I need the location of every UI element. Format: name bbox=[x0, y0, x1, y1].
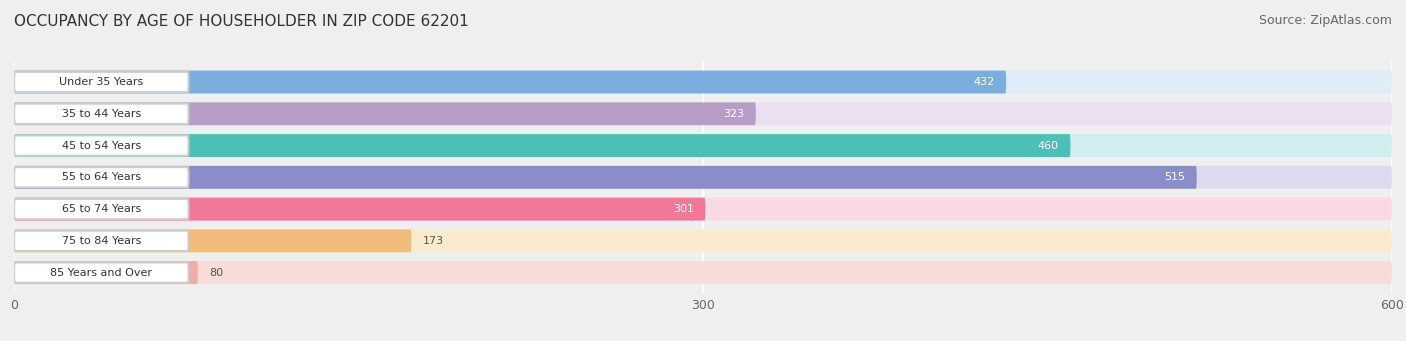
Text: 173: 173 bbox=[423, 236, 444, 246]
Text: 301: 301 bbox=[673, 204, 693, 214]
Text: 515: 515 bbox=[1164, 172, 1185, 182]
Text: 432: 432 bbox=[973, 77, 994, 87]
FancyBboxPatch shape bbox=[14, 261, 1392, 284]
FancyBboxPatch shape bbox=[14, 261, 198, 284]
Text: 75 to 84 Years: 75 to 84 Years bbox=[62, 236, 141, 246]
FancyBboxPatch shape bbox=[14, 102, 1392, 125]
FancyBboxPatch shape bbox=[14, 198, 1392, 221]
FancyBboxPatch shape bbox=[14, 229, 1392, 252]
FancyBboxPatch shape bbox=[14, 198, 706, 221]
FancyBboxPatch shape bbox=[14, 167, 188, 188]
FancyBboxPatch shape bbox=[14, 231, 188, 251]
Text: 323: 323 bbox=[723, 109, 744, 119]
FancyBboxPatch shape bbox=[14, 134, 1070, 157]
FancyBboxPatch shape bbox=[14, 166, 1392, 189]
Text: Under 35 Years: Under 35 Years bbox=[59, 77, 143, 87]
Text: OCCUPANCY BY AGE OF HOUSEHOLDER IN ZIP CODE 62201: OCCUPANCY BY AGE OF HOUSEHOLDER IN ZIP C… bbox=[14, 14, 468, 29]
FancyBboxPatch shape bbox=[14, 199, 188, 219]
Text: 65 to 74 Years: 65 to 74 Years bbox=[62, 204, 141, 214]
FancyBboxPatch shape bbox=[14, 135, 188, 156]
Text: 45 to 54 Years: 45 to 54 Years bbox=[62, 140, 141, 151]
Text: 80: 80 bbox=[209, 268, 224, 278]
FancyBboxPatch shape bbox=[14, 263, 188, 283]
Text: 460: 460 bbox=[1038, 140, 1059, 151]
FancyBboxPatch shape bbox=[14, 229, 412, 252]
Text: 85 Years and Over: 85 Years and Over bbox=[51, 268, 152, 278]
Text: 35 to 44 Years: 35 to 44 Years bbox=[62, 109, 141, 119]
FancyBboxPatch shape bbox=[14, 72, 188, 92]
FancyBboxPatch shape bbox=[14, 71, 1392, 93]
FancyBboxPatch shape bbox=[14, 102, 756, 125]
FancyBboxPatch shape bbox=[14, 71, 1007, 93]
Text: Source: ZipAtlas.com: Source: ZipAtlas.com bbox=[1258, 14, 1392, 27]
FancyBboxPatch shape bbox=[14, 104, 188, 124]
Text: 55 to 64 Years: 55 to 64 Years bbox=[62, 172, 141, 182]
FancyBboxPatch shape bbox=[14, 134, 1392, 157]
FancyBboxPatch shape bbox=[14, 166, 1197, 189]
